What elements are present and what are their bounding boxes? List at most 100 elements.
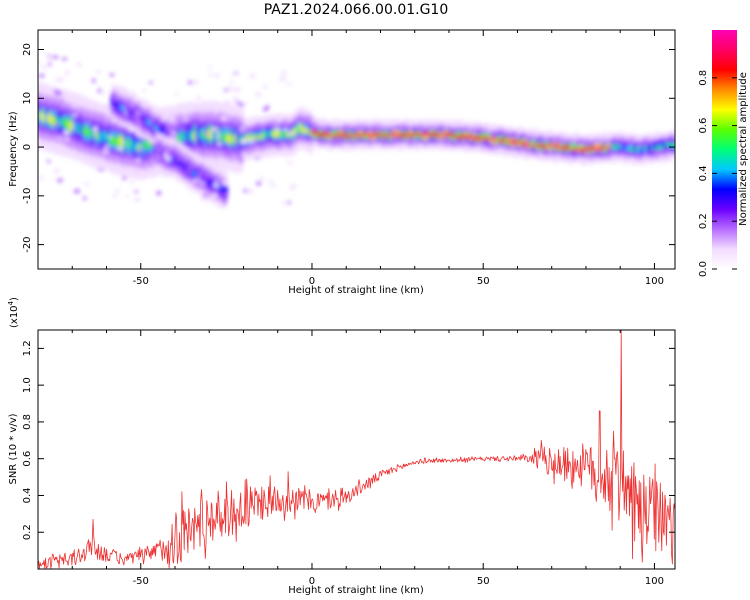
heatmap-speckle (52, 55, 59, 59)
spectrogram-y-tick-label: -10 (22, 188, 33, 204)
heatmap-speckle (154, 152, 160, 157)
heatmap-speckle (223, 88, 229, 92)
heatmap-speckle (238, 127, 246, 130)
heatmap-speckle (192, 80, 199, 85)
heatmap-cell (221, 186, 229, 194)
heatmap-speckle (64, 98, 70, 103)
spectrogram-x-tick-label: 0 (309, 276, 315, 287)
heatmap-speckle (104, 144, 110, 149)
heatmap-speckle (108, 135, 113, 138)
heatmap-speckle (156, 190, 162, 196)
heatmap-speckle (163, 153, 167, 157)
heatmap-speckle (148, 81, 153, 84)
heatmap-speckle (41, 66, 48, 70)
heatmap-speckle (112, 194, 118, 198)
heatmap-speckle (212, 127, 218, 132)
heatmap-speckle (220, 116, 228, 121)
heatmap-speckle (54, 122, 61, 126)
heatmap-speckle (161, 116, 168, 122)
heatmap-speckle (164, 155, 172, 160)
heatmap-speckle (83, 196, 87, 201)
heatmap-speckle (39, 176, 44, 181)
heatmap-speckle (169, 137, 174, 141)
heatmap-speckle (91, 78, 96, 83)
heatmap-speckle (282, 201, 287, 205)
heatmap-speckle (131, 127, 135, 132)
snr-series-line (38, 330, 675, 569)
snr-y-tick-label: 0.4 (22, 488, 33, 504)
heatmap-speckle (92, 126, 98, 132)
heatmap-speckle (209, 72, 213, 77)
heatmap-speckle (168, 149, 174, 153)
heatmap-speckle (107, 114, 114, 117)
heatmap-speckle (84, 182, 89, 186)
heatmap-speckle (188, 80, 193, 85)
heatmap-speckle (235, 101, 242, 104)
heatmap-speckle (63, 130, 70, 136)
heatmap-speckle (42, 91, 48, 96)
colorbar-tick-label: 0.0 (698, 261, 709, 277)
heatmap-speckle (234, 87, 241, 92)
snr-y-ticks: 0.2 0.4 0.6 0.8 1.0 1.2 (22, 340, 675, 540)
colorbar-tick-label: 0.8 (698, 70, 709, 86)
heatmap-speckle (102, 75, 107, 80)
heatmap-speckle (38, 73, 45, 78)
snr-y-tick-label: 0.6 (22, 451, 33, 467)
heatmap-speckle (97, 168, 105, 172)
spectrogram-x-label: Height of straight line (km) (288, 285, 424, 296)
heatmap-speckle (181, 127, 186, 131)
heatmap-speckle (61, 57, 68, 61)
snr-panel: -50 0 50 100 0.2 0.4 0.6 0.8 1.0 1.2 Height of s… (7, 297, 676, 596)
heatmap-speckle (247, 131, 252, 134)
snr-plot-area (38, 330, 675, 569)
snr-y-exponent: (x104) (7, 297, 20, 328)
heatmap-speckle (221, 180, 229, 186)
snr-x-tick-label: -50 (133, 576, 149, 587)
figure-title: PAZ1.2024.066.00.01.G10 (264, 2, 449, 18)
heatmap-speckle (102, 91, 106, 95)
heatmap-speckle (129, 180, 135, 184)
snr-y-tick-label: 1.0 (22, 377, 33, 393)
snr-frame (37, 329, 676, 570)
heatmap-speckle (202, 193, 209, 198)
heatmap-speckle (254, 92, 262, 97)
spectrogram-y-tick-label: -20 (22, 236, 33, 252)
heatmap-speckle (249, 73, 256, 78)
heatmap-speckle (115, 189, 120, 193)
heatmap-speckle (57, 178, 63, 183)
heatmap-speckle (103, 149, 109, 155)
heatmap-speckle (53, 169, 60, 174)
snr-x-tick-label: 50 (477, 576, 490, 587)
heatmap-speckle (208, 65, 212, 68)
heatmap-speckle (263, 85, 268, 89)
colorbar-label: Normalized spectral amplitude (738, 72, 749, 226)
spectrogram-x-tick-label: -50 (133, 276, 149, 287)
heatmap-speckle (192, 179, 198, 183)
heatmap-speckle (114, 122, 118, 127)
snr-y-tick-label: 0.8 (22, 414, 33, 430)
heatmap-speckle (134, 190, 139, 193)
heatmap-speckle (202, 131, 210, 135)
heatmap-speckle (229, 80, 235, 83)
snr-y-tick-label: 0.2 (22, 524, 33, 540)
heatmap-speckle (141, 89, 147, 92)
heatmap-speckle (224, 100, 231, 105)
heatmap-speckle (287, 82, 292, 86)
heatmap-speckle (133, 166, 138, 169)
heatmap-speckle (184, 117, 188, 122)
heatmap-speckle (109, 73, 115, 77)
heatmap-speckle (47, 54, 51, 57)
heatmap-speckle (212, 184, 219, 188)
heatmap-speckle (55, 90, 63, 96)
heatmap-speckle (262, 107, 269, 112)
heatmap-speckle (164, 170, 172, 176)
heatmap-speckle (72, 113, 77, 118)
heatmap-speckle (247, 138, 252, 142)
heatmap-speckle (286, 161, 294, 165)
spectrogram-x-ticks: -50 0 50 100 (37, 30, 664, 287)
spectrogram-heatmap (38, 54, 675, 210)
heatmap-speckle (232, 71, 239, 75)
heatmap-speckle (134, 197, 141, 202)
spectrogram-x-tick-label: 50 (477, 276, 490, 287)
